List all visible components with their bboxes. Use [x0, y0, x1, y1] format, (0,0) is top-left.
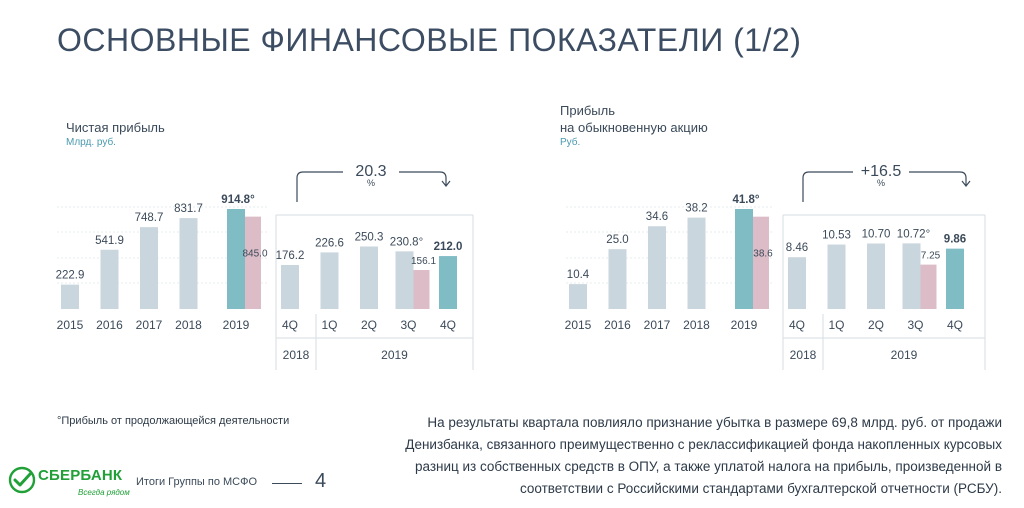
- chart-1-year-label: 2018: [283, 348, 310, 362]
- chart-1-quarter-comparison-bar: [413, 270, 430, 309]
- footer-divider: [272, 483, 302, 484]
- chart-1-quarter-category-label: 4Q: [282, 318, 298, 332]
- chart-1-change-value: 20.3: [355, 163, 386, 180]
- page-number: 4: [315, 470, 327, 492]
- chart-1-quarter-bar: [320, 252, 339, 309]
- chart-1-annual-bar: [100, 249, 119, 309]
- chart-2-change-arrow-left: [802, 171, 853, 202]
- chart-2-change-value: +16.5: [861, 163, 902, 180]
- chart-2-change-unit: %: [877, 178, 885, 188]
- chart-2-annual-bar: [648, 226, 666, 309]
- chart-1-annual-value-label: 748.7: [135, 212, 164, 224]
- page-title: ОСНОВНЫЕ ФИНАНСОВЫЕ ПОКАЗАТЕЛИ (1/2): [57, 22, 802, 58]
- chart-1-quarter-bar: [360, 246, 378, 309]
- chart-2-quarter-category-label: 4Q: [947, 318, 963, 332]
- chart-2-annual-value-label: 38.2: [685, 203, 707, 215]
- chart-2-annual-value-label: 10.4: [567, 269, 590, 281]
- chart-1-annual-category-label: 2015: [57, 318, 84, 332]
- chart-1-title: Чистая прибыль: [66, 120, 165, 135]
- chart-2-annual-comparison-label: 38.6: [753, 249, 773, 260]
- chart-1-annual-category-label: 2019: [223, 318, 250, 332]
- chart-2-quarter-comparison-bar: [920, 264, 937, 309]
- chart-1-quarter-value-label: 250.3: [355, 232, 384, 244]
- chart-2-quarter-category-label: 3Q: [907, 318, 923, 332]
- chart-2-annual-category-label: 2018: [683, 318, 710, 332]
- chart-2-quarter-category-label: 1Q: [828, 318, 844, 332]
- chart-1-change-arrow-left: [296, 171, 343, 202]
- chart-2-year-label: 2018: [790, 348, 817, 362]
- logo-name: СБЕРБАНК: [38, 467, 123, 484]
- chart-2-annual-bar: [735, 209, 753, 309]
- chart-2-quarter-bar: [946, 248, 964, 309]
- chart-2-annual-comparison-bar: [753, 216, 769, 309]
- chart-1-quarter-value-label: 212.0: [434, 241, 463, 253]
- chart-1-quarter-category-label: 1Q: [321, 318, 337, 332]
- chart-1-unit: Млрд. руб.: [66, 137, 116, 148]
- chart-2-quarter-bar: [827, 244, 846, 309]
- chart-1-year-label: 2019: [381, 348, 408, 362]
- chart-2-annual-value-label: 34.6: [646, 211, 668, 223]
- chart-2-quarter-value-label: 8.46: [786, 242, 808, 254]
- comment-text: На результаты квартала повлияло признани…: [405, 415, 1002, 496]
- footnote: °Прибыль от продолжающейся деятельности: [57, 415, 290, 427]
- chart-1-annual-category-label: 2017: [136, 318, 163, 332]
- chart-2-annual-category-label: 2019: [731, 318, 758, 332]
- chart-2-quarter-value-label: 10.70: [862, 228, 891, 240]
- chart-2-annual-value-label: 41.8°: [733, 194, 760, 206]
- logo-slogan: Всегда рядом: [78, 488, 130, 497]
- chart-2-quarter-category-label: 4Q: [789, 318, 805, 332]
- chart-1-quarter-category-label: 4Q: [440, 318, 456, 332]
- chart-2-quarter-value-label: 9.86: [944, 234, 966, 246]
- chart-1-annual-value-label: 831.7: [174, 203, 203, 215]
- chart-2-quarter-value-label: 10.53: [822, 230, 851, 242]
- chart-1-annual-value-label: 541.9: [95, 235, 124, 247]
- chart-1-annual-value-label: 222.9: [56, 270, 85, 282]
- chart-2-unit: Руб.: [560, 137, 581, 148]
- chart-1-quarter-value-label: 230.8°: [390, 236, 423, 248]
- chart-2-annual-bar: [687, 217, 706, 309]
- chart-1-quarter-value-label: 226.6: [315, 237, 344, 249]
- chart-2-quarter-category-label: 2Q: [868, 318, 884, 332]
- footer-text: Итоги Группы по МСФО: [136, 476, 258, 488]
- chart-2-quarter-bar: [867, 243, 885, 309]
- chart-1-annual-comparison-bar: [245, 216, 261, 309]
- chart-2-change-arrow-right: [909, 171, 967, 185]
- chart-1-annual-comparison-label: 845.0: [242, 249, 267, 260]
- chart-1-annual-category-label: 2018: [175, 318, 202, 332]
- sberbank-logo-icon: [8, 466, 36, 494]
- chart-2-title: Прибыль на обыкновенную акцию: [560, 103, 708, 135]
- chart-2-change-arrow-head: [961, 180, 971, 187]
- chart-2-year-label: 2019: [891, 348, 918, 362]
- chart-1-quarter-category-label: 3Q: [400, 318, 416, 332]
- chart-1-quarter-bar: [281, 265, 299, 309]
- chart-2-quarter-bar: [902, 243, 921, 309]
- chart-1-quarter-bar: [439, 256, 457, 309]
- chart-2-quarter-comparison-label: 7.25: [921, 251, 941, 262]
- chart-1-annual-bar: [227, 209, 245, 309]
- chart-1-quarter-bar: [395, 251, 414, 309]
- chart-1-annual-bar: [140, 227, 158, 309]
- chart-2-annual-category-label: 2016: [604, 318, 631, 332]
- chart-1-change-unit: %: [367, 178, 375, 188]
- chart-1-annual-bar: [179, 218, 198, 309]
- chart-2-quarter-value-label: 10.72°: [897, 228, 930, 240]
- chart-1-annual-category-label: 2016: [96, 318, 123, 332]
- chart-2-annual-category-label: 2017: [644, 318, 671, 332]
- chart-1-change-arrow-right: [399, 171, 447, 185]
- chart-2-annual-category-label: 2015: [565, 318, 592, 332]
- chart-1-quarter-category-label: 2Q: [361, 318, 377, 332]
- chart-2-annual-value-label: 25.0: [606, 234, 628, 246]
- chart-1-quarter-value-label: 176.2: [276, 250, 305, 262]
- chart-1-annual-bar: [61, 284, 79, 309]
- chart-1-annual-value-label: 914.8°: [221, 194, 255, 206]
- chart-2-quarter-bar: [788, 257, 806, 309]
- chart-2-annual-bar: [608, 249, 627, 309]
- chart-1-change-arrow-head: [441, 180, 451, 187]
- chart-2-annual-bar: [569, 284, 587, 309]
- sberbank-logo: СБЕРБАНК Всегда рядом: [8, 466, 130, 504]
- chart-1-quarter-comparison-label: 156.1: [411, 256, 436, 267]
